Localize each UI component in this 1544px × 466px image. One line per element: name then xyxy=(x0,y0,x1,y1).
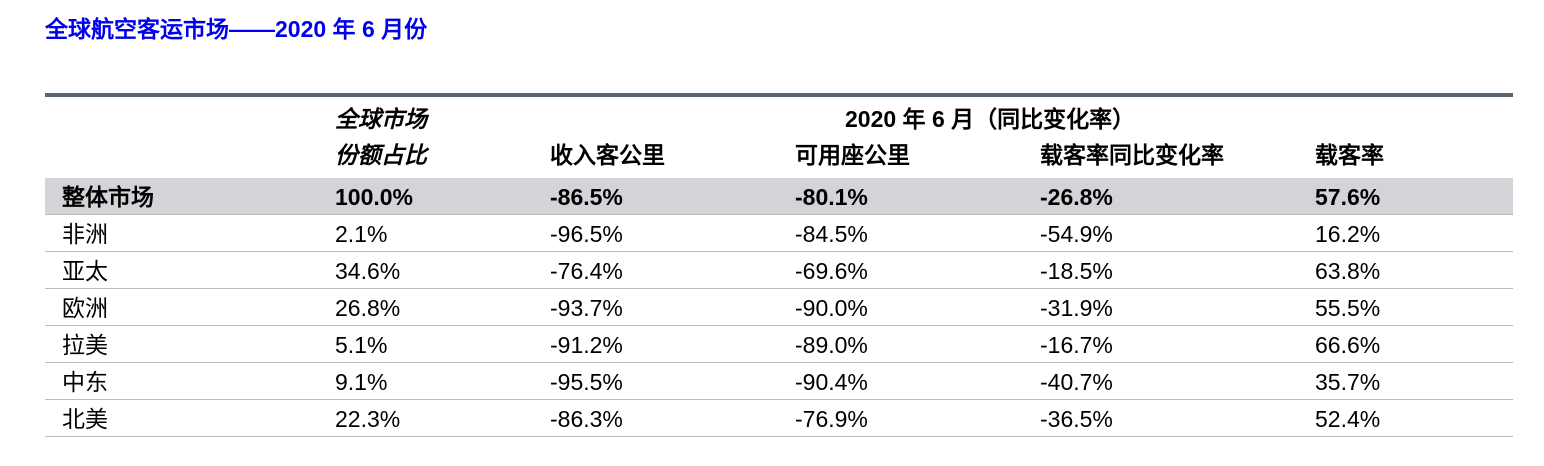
table-cell: 26.8% xyxy=(335,295,401,321)
table-cell: -95.5% xyxy=(550,369,623,395)
table-cell: -89.0% xyxy=(795,332,868,358)
table-cell: 34.6% xyxy=(335,258,401,284)
table-cell: -84.5% xyxy=(795,221,868,247)
table-cell: -40.7% xyxy=(1040,369,1113,395)
highlight-row xyxy=(45,178,1513,215)
table-cell: -16.7% xyxy=(1040,332,1113,358)
table-cell: 100.0% xyxy=(335,184,414,210)
table-cell: 52.4% xyxy=(1315,406,1381,432)
row-rule xyxy=(45,399,1513,400)
table-cell: -90.0% xyxy=(795,295,868,321)
table-cell: 拉美 xyxy=(62,332,108,358)
table-cell: -69.6% xyxy=(795,258,868,284)
table-cell: -90.4% xyxy=(795,369,868,395)
table-cell: 55.5% xyxy=(1315,295,1381,321)
row-rule xyxy=(45,251,1513,252)
table-cell: -76.9% xyxy=(795,406,868,432)
table-cell: 非洲 xyxy=(62,221,108,247)
row-rule xyxy=(45,325,1513,326)
table-cell: 北美 xyxy=(62,406,108,432)
table-cell: -54.9% xyxy=(1040,221,1113,247)
row-rule xyxy=(45,436,1513,437)
group-header: 2020 年 6 月（同比变化率） xyxy=(845,106,1136,132)
table-cell: -86.3% xyxy=(550,406,623,432)
column-header: 载客率 xyxy=(1315,142,1384,168)
column-header: 载客率同比变化率 xyxy=(1040,142,1224,168)
table-cell: 66.6% xyxy=(1315,332,1381,358)
column-header: 可用座公里 xyxy=(795,142,910,168)
table-cell: 中东 xyxy=(62,369,108,395)
table-cell: 9.1% xyxy=(335,369,388,395)
page-title: 全球航空客运市场——2020 年 6 月份 xyxy=(45,16,428,42)
table-cell: -26.8% xyxy=(1040,184,1113,210)
row-rule xyxy=(45,288,1513,289)
table-cell: -31.9% xyxy=(1040,295,1113,321)
top-rule xyxy=(45,93,1513,97)
row-rule xyxy=(45,362,1513,363)
table-cell: -91.2% xyxy=(550,332,623,358)
table-cell: 22.3% xyxy=(335,406,401,432)
table-cell: -93.7% xyxy=(550,295,623,321)
table-cell: 欧洲 xyxy=(62,295,108,321)
table-cell: 35.7% xyxy=(1315,369,1381,395)
table-cell: -76.4% xyxy=(550,258,623,284)
table-cell: -18.5% xyxy=(1040,258,1113,284)
table-cell: -96.5% xyxy=(550,221,623,247)
table-cell: 5.1% xyxy=(335,332,388,358)
share-header: 全球市场 xyxy=(335,106,427,132)
table-cell: 16.2% xyxy=(1315,221,1381,247)
table-cell: 亚太 xyxy=(62,258,108,284)
table-cell: -80.1% xyxy=(795,184,868,210)
table-cell: 63.8% xyxy=(1315,258,1381,284)
table-cell: -86.5% xyxy=(550,184,623,210)
row-rule xyxy=(45,214,1513,215)
column-header: 收入客公里 xyxy=(550,142,665,168)
table-cell: 57.6% xyxy=(1315,184,1381,210)
share-header: 份额占比 xyxy=(335,142,427,168)
table-cell: 2.1% xyxy=(335,221,388,247)
table-cell: 整体市场 xyxy=(62,184,154,210)
table-cell: -36.5% xyxy=(1040,406,1113,432)
